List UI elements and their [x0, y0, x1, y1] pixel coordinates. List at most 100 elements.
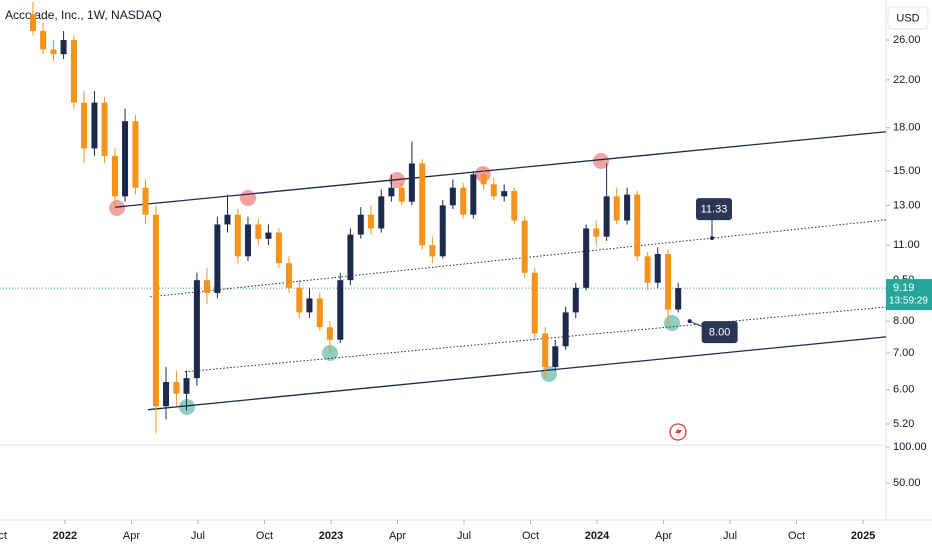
candle-body	[511, 191, 518, 221]
alert-icon[interactable]	[669, 423, 687, 441]
candle-body	[285, 263, 292, 288]
x-tick-label: Oct	[0, 530, 7, 542]
candle-body	[480, 174, 487, 185]
y-tick-label: 8.00	[893, 315, 914, 327]
x-tick-label: Jul	[723, 530, 737, 542]
candle-body	[439, 205, 446, 257]
candle-body	[490, 184, 497, 197]
y-tick-label: 18.00	[893, 122, 921, 134]
pivot-low	[664, 315, 680, 331]
candle-body	[583, 228, 590, 288]
candle-body	[306, 298, 313, 313]
candle-body	[593, 228, 600, 237]
trendline	[114, 131, 887, 208]
candle-body	[603, 196, 610, 237]
x-tick-label: Oct	[256, 530, 273, 542]
candle-body	[408, 163, 415, 202]
x-tick-label: Jul	[191, 530, 205, 542]
last-price-badge	[886, 279, 932, 311]
y-tick-label: 22.00	[893, 74, 921, 86]
alert-bolt[interactable]	[675, 426, 682, 438]
candle-body	[81, 102, 88, 149]
candle-body	[624, 194, 631, 221]
x-tick-label: Apr	[123, 530, 140, 542]
candle-body	[347, 234, 354, 281]
candle-body	[132, 121, 139, 188]
candle-body	[91, 102, 98, 149]
x-tick-label: Apr	[655, 530, 672, 542]
candle-body	[224, 214, 231, 225]
trendline	[150, 219, 887, 298]
y2-tick-label: 100.00	[893, 441, 927, 453]
candle-body	[326, 327, 333, 340]
candle-body	[460, 187, 467, 215]
candle-body	[644, 256, 651, 283]
currency-button[interactable]	[887, 6, 929, 30]
candle-body	[163, 381, 170, 407]
pivot-high	[109, 200, 125, 216]
y-tick-label: 7.00	[893, 347, 914, 359]
candle-body	[265, 232, 272, 239]
candle-body	[449, 187, 456, 206]
candle-body	[429, 245, 436, 257]
pivot-high	[593, 153, 609, 169]
candle-body	[152, 214, 159, 407]
callout-point	[687, 319, 692, 324]
candle-body	[470, 174, 477, 215]
last-price-label: 9.19	[893, 282, 914, 294]
candle-body	[531, 272, 538, 334]
callout-point	[709, 236, 714, 241]
candle-body	[398, 187, 405, 202]
x-tick-label: 2024	[585, 530, 610, 542]
callout-label: 11.33	[701, 204, 728, 216]
x-tick-label: 2022	[53, 530, 77, 542]
y2-tick-label: 50.00	[893, 477, 921, 489]
candle-body	[183, 378, 190, 394]
candle-body	[675, 288, 682, 310]
candle-body	[203, 280, 210, 294]
callout-box	[695, 198, 732, 221]
x-tick-label: Oct	[788, 530, 805, 542]
pivot-low	[541, 366, 557, 382]
candle-body	[111, 155, 118, 197]
y-tick-label: 5.20	[893, 418, 914, 430]
x-tick-label: Jul	[457, 530, 471, 542]
candle-body	[665, 254, 672, 310]
candle-body	[101, 102, 108, 156]
candle-body	[572, 287, 579, 313]
candle-body	[634, 194, 641, 257]
candle-body	[357, 214, 364, 235]
candle-body	[29, 13, 36, 32]
candle-body	[367, 214, 374, 229]
currency-label[interactable]: USD	[896, 12, 919, 24]
pivot-high	[240, 190, 256, 206]
candle-body	[552, 346, 559, 368]
candle-body	[419, 163, 426, 246]
candle-body	[173, 381, 180, 394]
candle-body	[613, 196, 620, 221]
candle-body	[70, 40, 77, 103]
alert-circle[interactable]	[669, 423, 687, 441]
candle-body	[255, 224, 262, 239]
candle-body	[122, 121, 129, 197]
x-tick-label: Oct	[522, 530, 539, 542]
candle-body	[542, 333, 549, 368]
x-tick-label: Apr	[389, 530, 406, 542]
candle-body	[275, 232, 282, 264]
candle-body	[378, 196, 385, 229]
y-tick-label: 6.00	[893, 384, 914, 396]
countdown-label: 13:59:29	[889, 296, 928, 307]
candle-body	[40, 31, 47, 50]
candle-body	[521, 220, 528, 273]
candle-body	[388, 187, 395, 197]
candle-body	[316, 298, 323, 328]
candle-body	[60, 40, 67, 55]
candle-body	[337, 280, 344, 340]
candle-body	[234, 214, 241, 257]
candle-body	[50, 49, 57, 55]
callout-label: 8.00	[709, 327, 730, 339]
candle-body	[193, 280, 200, 379]
y-tick-label: 13.00	[893, 199, 921, 211]
